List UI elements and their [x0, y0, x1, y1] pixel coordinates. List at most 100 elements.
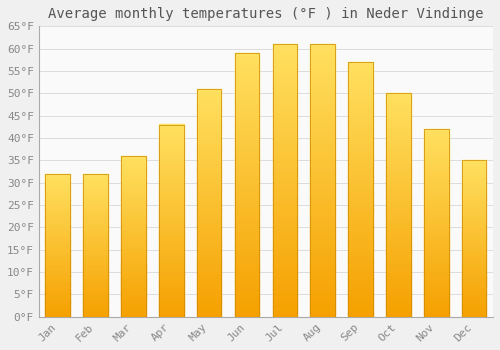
Bar	[121, 234, 146, 236]
Bar	[46, 309, 70, 312]
Bar	[121, 222, 146, 224]
Bar	[424, 145, 448, 148]
Bar	[121, 266, 146, 268]
Bar	[272, 228, 297, 232]
Bar	[462, 166, 486, 168]
Bar	[272, 126, 297, 130]
Bar	[159, 302, 184, 305]
Bar	[462, 285, 486, 287]
Bar	[46, 301, 70, 302]
Bar	[197, 257, 222, 260]
Bar	[121, 232, 146, 234]
Bar	[159, 129, 184, 132]
Bar	[197, 260, 222, 262]
Bar	[234, 191, 260, 195]
Bar	[462, 199, 486, 202]
Bar	[386, 238, 410, 242]
Bar	[234, 280, 260, 284]
Bar	[310, 272, 335, 276]
Bar	[46, 174, 70, 176]
Bar	[84, 265, 108, 267]
Bar	[197, 157, 222, 160]
Bar	[348, 196, 373, 199]
Bar	[159, 307, 184, 310]
Bar	[462, 207, 486, 209]
Bar	[234, 129, 260, 132]
Bar	[197, 134, 222, 137]
Bar	[46, 306, 70, 308]
Bar	[310, 156, 335, 160]
Bar	[462, 311, 486, 313]
Bar	[424, 204, 448, 206]
Bar	[46, 220, 70, 222]
Bar	[234, 215, 260, 218]
Bar	[197, 120, 222, 123]
Bar	[159, 160, 184, 163]
Bar	[462, 170, 486, 172]
Bar	[310, 306, 335, 310]
Bar	[386, 118, 410, 121]
Bar	[424, 251, 448, 253]
Bar	[159, 295, 184, 298]
Bar	[386, 180, 410, 183]
Bar	[46, 215, 70, 217]
Bar	[121, 310, 146, 313]
Bar	[386, 250, 410, 253]
Bar	[462, 278, 486, 280]
Bar	[46, 224, 70, 226]
Bar	[197, 288, 222, 291]
Bar	[424, 305, 448, 307]
Bar	[84, 282, 108, 285]
Bar	[84, 211, 108, 213]
Bar	[310, 310, 335, 313]
Bar	[310, 126, 335, 130]
Bar	[121, 212, 146, 214]
Bar	[197, 262, 222, 266]
Bar	[121, 180, 146, 182]
Bar	[121, 166, 146, 168]
Bar	[348, 291, 373, 294]
Bar	[84, 222, 108, 224]
Bar	[272, 208, 297, 211]
Bar	[348, 313, 373, 317]
Bar	[197, 245, 222, 248]
Bar	[272, 272, 297, 276]
Bar	[159, 124, 184, 127]
Bar	[84, 302, 108, 304]
Bar	[197, 117, 222, 120]
Bar	[462, 289, 486, 292]
Bar	[121, 224, 146, 226]
Bar	[348, 224, 373, 228]
Bar	[348, 298, 373, 301]
Bar	[234, 284, 260, 287]
Bar	[424, 202, 448, 204]
Bar	[84, 204, 108, 206]
Bar	[462, 209, 486, 211]
Bar	[386, 224, 410, 228]
Bar	[197, 243, 222, 246]
Bar	[462, 180, 486, 182]
Bar	[272, 184, 297, 187]
Bar	[386, 130, 410, 132]
Bar	[197, 91, 222, 95]
Bar	[386, 208, 410, 211]
Bar	[121, 156, 146, 317]
Bar	[348, 110, 373, 113]
Bar	[84, 236, 108, 238]
Bar	[84, 231, 108, 233]
Bar	[121, 188, 146, 190]
Bar	[121, 174, 146, 176]
Bar	[234, 303, 260, 307]
Bar	[462, 205, 486, 207]
Bar	[234, 89, 260, 93]
Bar	[121, 214, 146, 216]
Bar	[159, 136, 184, 139]
Bar	[121, 313, 146, 315]
Bar	[159, 237, 184, 240]
Bar	[462, 305, 486, 307]
Bar	[386, 306, 410, 308]
Bar	[272, 88, 297, 92]
Bar	[386, 199, 410, 202]
Bar	[272, 119, 297, 122]
Bar	[386, 160, 410, 163]
